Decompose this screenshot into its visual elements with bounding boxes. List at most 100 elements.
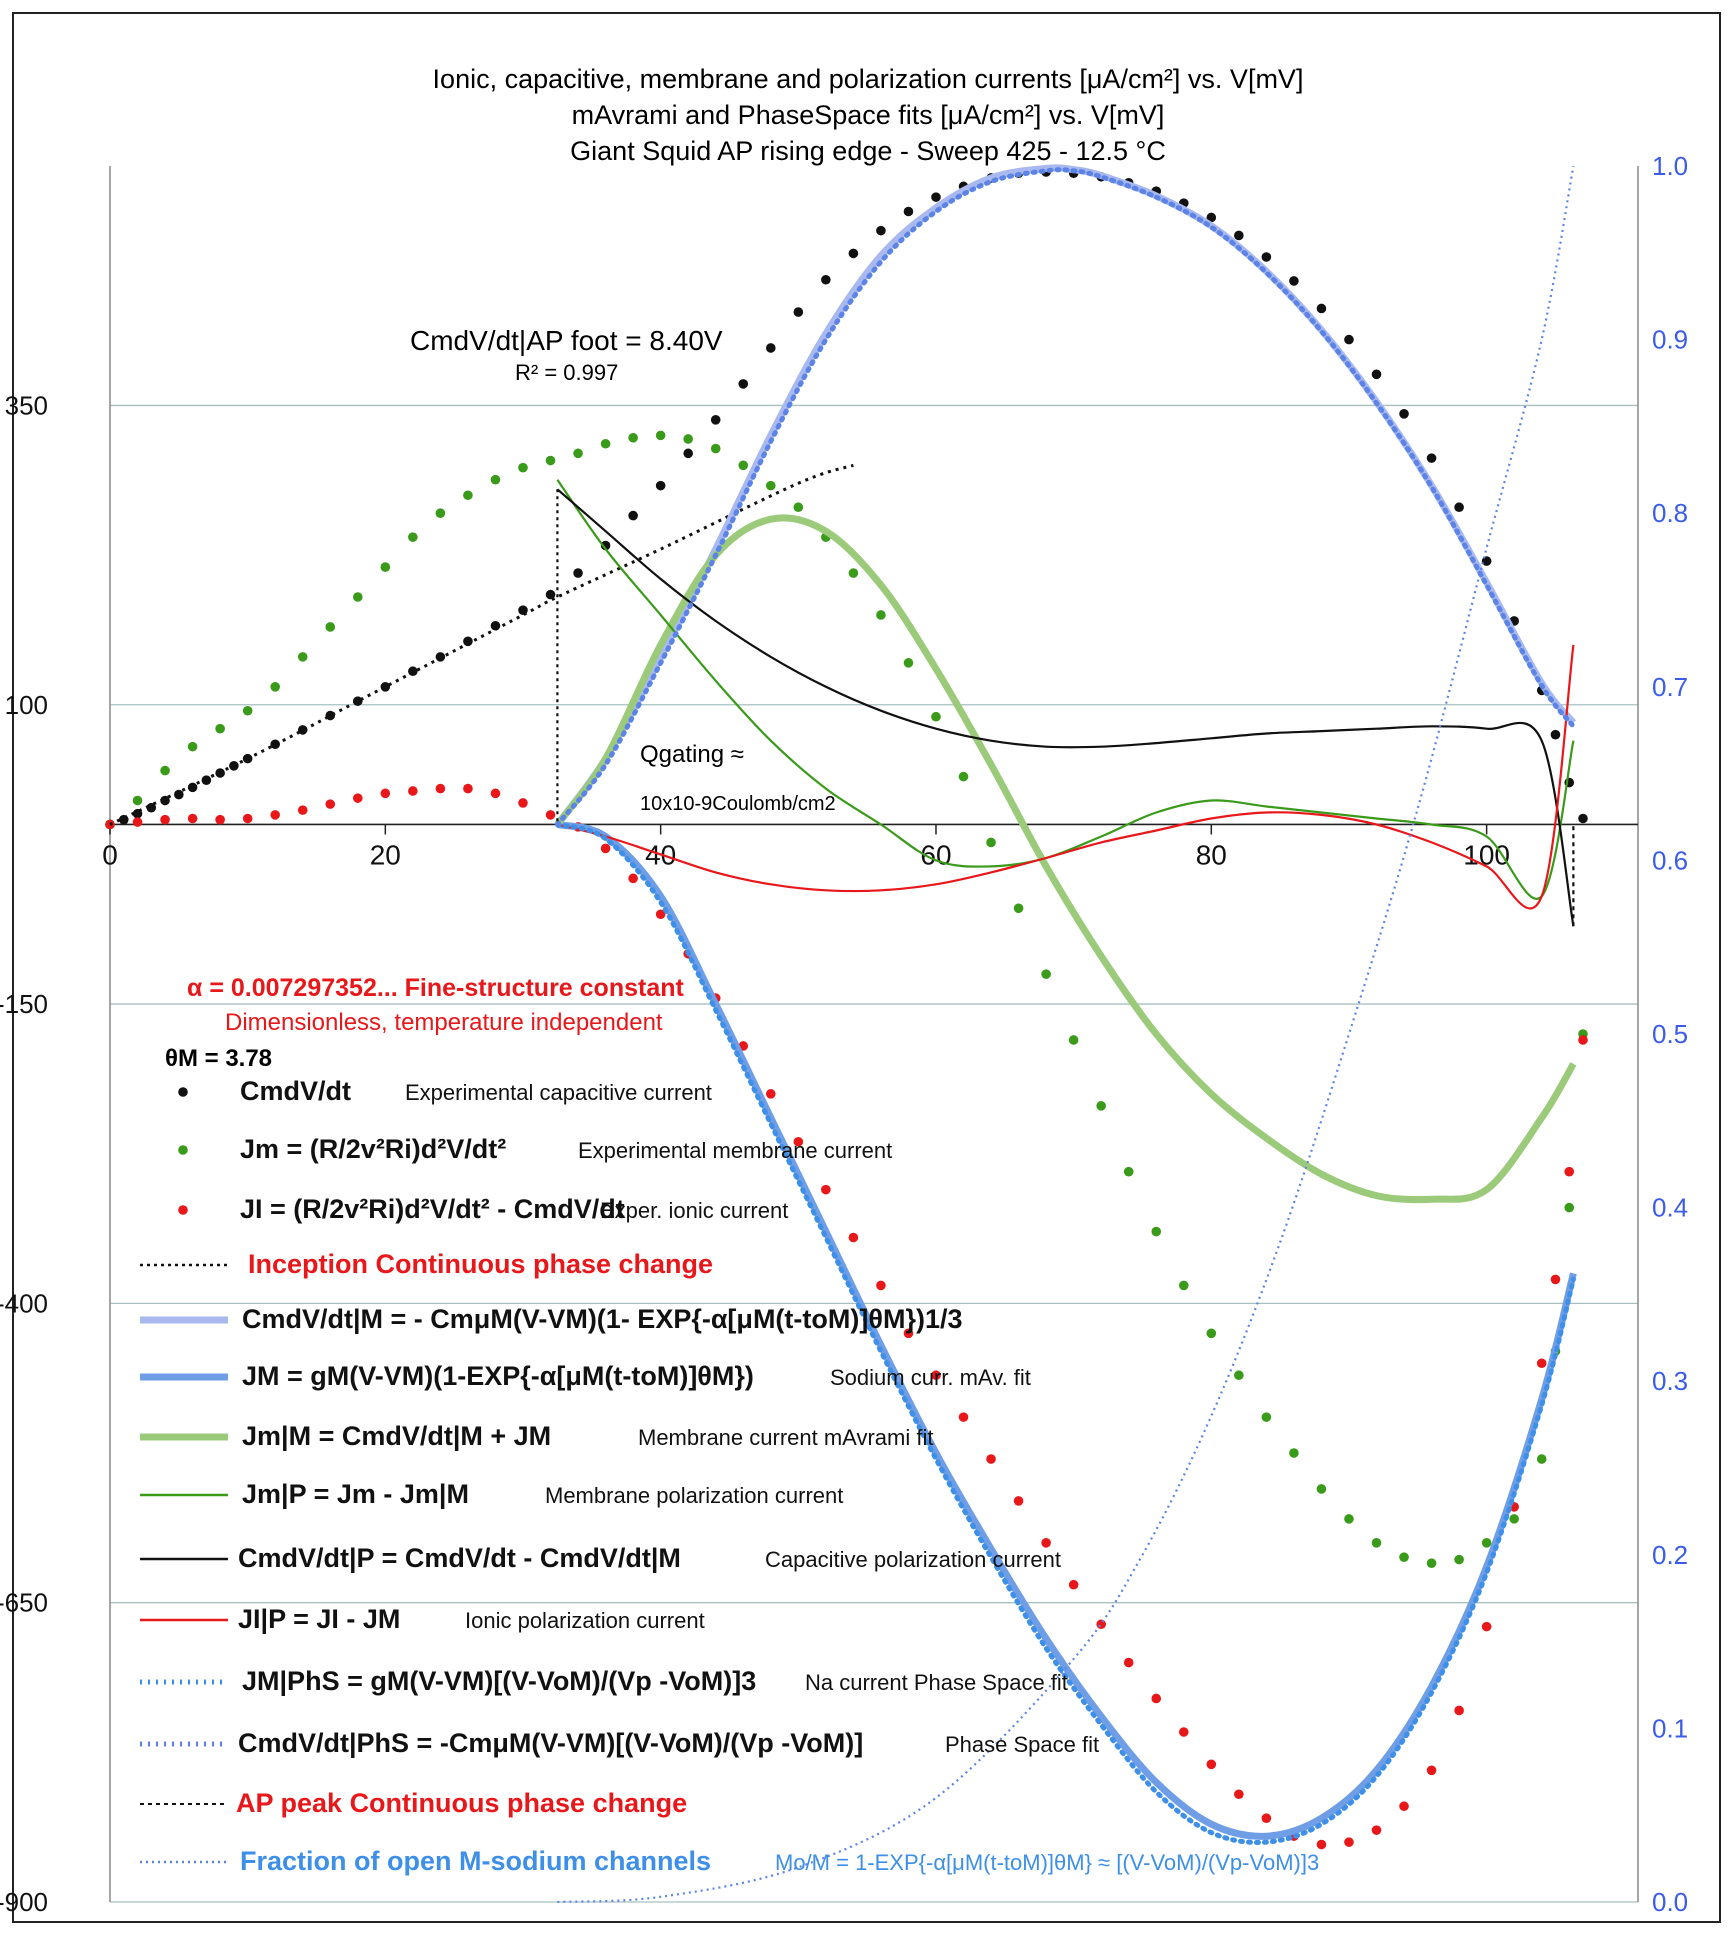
y-left-tick-label: 100 (5, 690, 48, 720)
data-point (242, 813, 253, 824)
data-point (573, 568, 583, 578)
y-right-tick-label: 0.0 (1652, 1887, 1688, 1917)
data-point (1041, 1538, 1051, 1548)
data-point (876, 1280, 886, 1291)
legend-description: Exper. ionic current (600, 1198, 788, 1223)
legend-label: JM = gM(V-VM)(1-EXP{-α[μM(t-toM)]θM}) (242, 1361, 754, 1391)
legend-label: Inception Continuous phase change (248, 1249, 713, 1279)
data-point (463, 783, 473, 794)
data-point (545, 455, 556, 466)
data-point (1123, 1166, 1134, 1177)
data-point (435, 508, 446, 518)
legend-label: CmdV/dt|M = - CmμM(V-VM)(1- EXP{-α[μM(t-… (242, 1304, 962, 1334)
legend-item-12: AP peak Continuous phase change (140, 1788, 687, 1818)
legend-description: Ionic polarization current (465, 1608, 705, 1633)
data-point (573, 448, 583, 459)
legend-description: Sodium curr. mAv. fit (830, 1365, 1031, 1390)
data-point (490, 788, 501, 799)
title-line-1: Ionic, capacitive, membrane and polariza… (433, 64, 1304, 94)
legend-label: AP peak Continuous phase change (236, 1788, 687, 1818)
legend-description: Experimental capacitive current (405, 1080, 712, 1105)
data-point (1096, 1101, 1106, 1111)
data-point (1068, 1579, 1079, 1590)
series-8-line (556, 488, 1575, 927)
x-tick-label: 20 (370, 839, 401, 870)
series-3-line (109, 463, 854, 826)
data-point (1454, 502, 1464, 513)
y-right-tick-label: 0.3 (1652, 1366, 1688, 1396)
data-point (1509, 1514, 1519, 1524)
data-point (903, 658, 914, 668)
data-point (1289, 1448, 1299, 1458)
data-point (380, 788, 391, 799)
title-line-3: Giant Squid AP rising edge - Sweep 425 -… (570, 136, 1166, 166)
series-9-line (557, 644, 1575, 910)
data-point (821, 1184, 831, 1195)
data-point (215, 814, 225, 825)
data-point (1206, 1328, 1217, 1339)
legend-description: Membrane current mAvrami fit (638, 1425, 933, 1450)
data-point (1344, 1837, 1354, 1847)
legend-label: JI|P = JI - JM (238, 1604, 400, 1634)
data-point (986, 837, 996, 848)
data-point (793, 502, 804, 513)
data-point (710, 415, 721, 425)
data-point (903, 206, 914, 217)
data-point (655, 480, 666, 491)
data-point (1206, 212, 1217, 223)
y-left-tick-label: -900 (0, 1887, 48, 1917)
data-point (1578, 813, 1588, 824)
data-point (242, 705, 253, 716)
data-point (1454, 1705, 1464, 1716)
data-point (848, 1232, 859, 1243)
data-point (931, 711, 941, 722)
data-point (655, 909, 666, 920)
alpha-sub-label: Dimensionless, temperature independent (225, 1009, 663, 1036)
legend-item-4: CmdV/dt|M = - CmμM(V-VM)(1- EXP{-α[μM(t-… (140, 1304, 962, 1334)
data-point (1096, 1619, 1106, 1630)
legend-label: CmdV/dt|P = CmdV/dt - CmdV/dt|M (238, 1543, 681, 1573)
data-point (545, 589, 556, 600)
y-left-tick-label: -150 (0, 989, 48, 1019)
data-point (297, 805, 308, 815)
series-11-line (554, 167, 1576, 827)
data-point (1178, 1280, 1189, 1291)
y-right-tick-label: 0.9 (1652, 325, 1688, 355)
legend-description: Phase Space fit (945, 1732, 1099, 1757)
data-point (518, 798, 528, 808)
legend: CmdV/dt Experimental capacitive current Jm… (140, 1076, 1319, 1876)
data-point (655, 430, 666, 441)
data-point (738, 379, 749, 389)
data-point (628, 510, 638, 521)
legend-item-1: Jm = (R/2v²Ri)d²V/dt² Experimental membra… (178, 1134, 892, 1164)
data-point (297, 652, 308, 662)
data-point (352, 592, 363, 602)
data-point (1344, 334, 1354, 345)
data-point (1454, 1554, 1464, 1565)
data-point (958, 771, 969, 782)
legend-marker (178, 1205, 188, 1215)
y-left-tick-label: -650 (0, 1588, 48, 1618)
data-point (1399, 1552, 1409, 1562)
y-right-tick-label: 0.4 (1652, 1193, 1688, 1223)
y-left-tick-label: -400 (0, 1288, 48, 1318)
data-point (1426, 1558, 1437, 1568)
data-point (1371, 1825, 1382, 1835)
data-point (683, 434, 693, 444)
data-point (1426, 453, 1437, 463)
q-value-label: 10x10-9Coulomb/cm2 (640, 793, 836, 815)
data-point (1426, 1765, 1437, 1776)
data-point (1564, 1202, 1575, 1213)
grid-lines (110, 404, 1638, 1903)
data-point (132, 795, 143, 806)
data-point (1399, 409, 1409, 419)
legend-label: JM|PhS = gM(V-VM)[(V-VoM)/(Vp -VoM)]3 (242, 1666, 756, 1696)
data-point (600, 540, 611, 551)
data-point (931, 192, 941, 202)
data-point (1536, 1358, 1547, 1369)
legend-marker (178, 1145, 188, 1155)
data-point (160, 814, 170, 825)
series-13-line (557, 165, 1575, 1904)
data-point (1316, 1484, 1327, 1494)
series-10-line (554, 822, 1576, 1845)
